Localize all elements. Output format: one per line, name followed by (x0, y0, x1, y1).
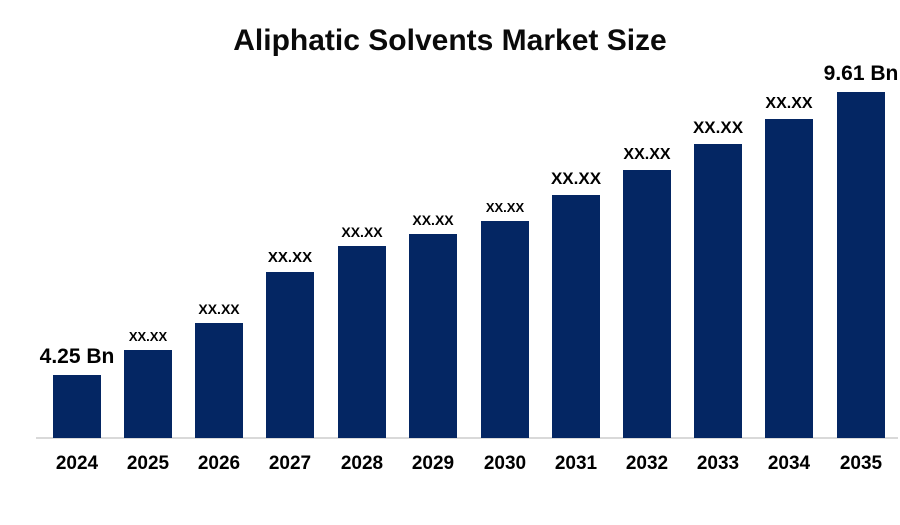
bar (765, 119, 813, 438)
x-tick-label: 2030 (483, 453, 527, 474)
bar-value-label: XX.XX (412, 212, 454, 228)
chart-title: Aliphatic Solvents Market Size (233, 24, 667, 57)
x-axis-line (36, 437, 898, 439)
x-tick-label: 2029 (411, 453, 455, 474)
bar (53, 375, 101, 438)
bar-value-label: XX.XX (341, 224, 383, 240)
bar-value-label: 4.25 Bn (39, 345, 115, 368)
bar-value-label: XX.XX (128, 329, 168, 344)
bar (124, 350, 172, 438)
bar-value-label: XX.XX (198, 301, 240, 317)
x-tick-label: 2031 (554, 453, 598, 474)
bar-value-label: XX.XX (692, 118, 744, 137)
bar-value-label: XX.XX (550, 169, 602, 188)
x-tick-label: 2024 (55, 453, 99, 474)
bar-value-label: XX.XX (765, 95, 813, 112)
x-tick-label: 2035 (839, 453, 883, 474)
bar-value-label: XX.XX (267, 249, 313, 266)
x-tick-label: 2027 (268, 453, 312, 474)
bar (837, 92, 885, 438)
x-tick-label: 2032 (625, 453, 669, 474)
bar (694, 144, 742, 438)
bar-value-label: XX.XX (485, 200, 525, 215)
bar-value-label: XX.XX (623, 146, 671, 163)
x-tick-label: 2033 (696, 453, 740, 474)
bar (409, 234, 457, 438)
bar (552, 195, 600, 438)
bar (481, 221, 529, 438)
x-tick-label: 2034 (767, 453, 811, 474)
x-tick-label: 2026 (197, 453, 241, 474)
x-tick-label: 2025 (126, 453, 170, 474)
bar (623, 170, 671, 438)
bar (195, 323, 243, 438)
bar-value-label: 9.61 Bn (823, 62, 899, 85)
bar (338, 246, 386, 438)
bar (266, 272, 314, 438)
x-tick-label: 2028 (340, 453, 384, 474)
